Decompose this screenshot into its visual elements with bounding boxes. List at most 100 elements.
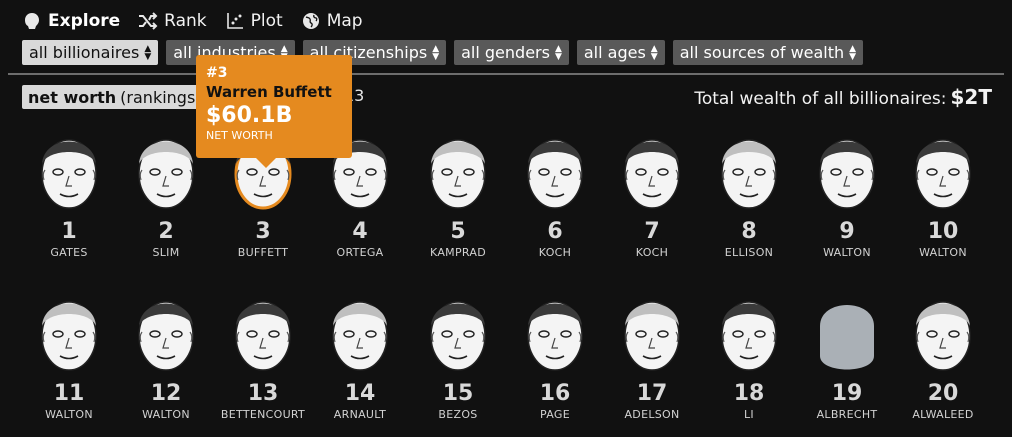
billionaire-card[interactable]: 17 ADELSON <box>604 286 700 421</box>
billionaire-card[interactable]: 14 ARNAULT <box>312 286 408 421</box>
rank-number: 3 <box>255 219 271 244</box>
nav-map[interactable]: Map <box>301 11 363 31</box>
total-value: $2T <box>950 85 992 109</box>
tooltip-value: $60.1B <box>206 103 293 128</box>
chevron-updown-icon: ▲▼ <box>144 43 152 62</box>
rank-number: 2 <box>158 219 174 244</box>
billionaire-name: GATES <box>50 246 88 259</box>
portrait-icon <box>332 301 388 371</box>
portrait-icon <box>138 139 194 209</box>
filter-sources[interactable]: all sources of wealth ▲ ▼ <box>672 40 864 65</box>
billionaire-card[interactable]: 19 ALBRECHT <box>799 286 895 421</box>
billionaire-name: ADELSON <box>624 408 680 421</box>
tooltip-label: NET WORTH <box>206 129 273 142</box>
billionaire-name: SLIM <box>152 246 180 259</box>
filter-ages[interactable]: all ages ▲ ▼ <box>576 40 665 65</box>
billionaire-name: LI <box>744 408 754 421</box>
portrait-icon <box>915 139 971 209</box>
billionaire-name: ALWALEED <box>912 408 974 421</box>
portrait-icon <box>41 139 97 209</box>
nav-explore[interactable]: Explore <box>22 11 120 31</box>
billionaire-card[interactable]: 1 GATES <box>21 124 117 259</box>
billionaire-card[interactable]: 13 BETTENCOURT <box>215 286 311 421</box>
filter-billionaires[interactable]: all billionaires ▲ ▼ <box>22 40 159 65</box>
portrait-icon <box>721 301 777 371</box>
portrait-icon <box>527 301 583 371</box>
billionaire-card[interactable]: 15 BEZOS <box>410 286 506 421</box>
top-nav: Explore Rank Plot Map <box>22 8 381 34</box>
billionaire-card[interactable]: 8 ELLISON <box>701 124 797 259</box>
rank-number: 18 <box>733 381 765 406</box>
sort-select[interactable]: net worth (rankings) <box>22 85 208 109</box>
nav-explore-label: Explore <box>48 11 121 31</box>
chevron-updown-icon: ▲▼ <box>849 43 857 62</box>
divider <box>8 73 1004 75</box>
rank-number: 8 <box>741 219 757 244</box>
billionaire-card[interactable]: 10 WALTON <box>895 124 991 259</box>
nav-plot-label: Plot <box>250 11 283 31</box>
billionaire-name: PAGE <box>540 408 570 421</box>
billionaire-name: ORTEGA <box>336 246 384 259</box>
nav-rank[interactable]: Rank <box>138 11 207 31</box>
chevron-updown-icon: ▲▼ <box>554 43 562 62</box>
rank-number: 4 <box>352 219 368 244</box>
explore-icon <box>22 11 42 31</box>
billionaire-card[interactable]: 18 LI <box>701 286 797 421</box>
total-wealth: Total wealth of all billionaires: $2T <box>694 85 992 109</box>
rank-number: 15 <box>442 381 474 406</box>
billionaire-card[interactable]: 16 PAGE <box>507 286 603 421</box>
portrait-icon <box>721 139 777 209</box>
rank-number: 9 <box>839 219 855 244</box>
portrait-icon <box>624 301 680 371</box>
billionaire-card[interactable]: 5 KAMPRAD <box>410 124 506 259</box>
billionaire-name: WALTON <box>823 246 871 259</box>
portrait-icon <box>527 139 583 209</box>
sort-bold-label: net worth <box>28 87 117 107</box>
billionaire-name: ELLISON <box>724 246 774 259</box>
tooltip: #3 Warren Buffett $60.1B NET WORTH <box>196 55 352 168</box>
rank-number: 11 <box>53 381 85 406</box>
rank-number: 14 <box>344 381 376 406</box>
tooltip-rank: #3 <box>206 65 228 81</box>
billionaire-card[interactable]: 2 SLIM <box>118 124 214 259</box>
billionaire-card[interactable]: 12 WALTON <box>118 286 214 421</box>
rank-number: 20 <box>927 381 959 406</box>
shuffle-icon <box>138 11 158 31</box>
portrait-icon <box>430 301 486 371</box>
rank-number: 7 <box>644 219 660 244</box>
rank-number: 1 <box>61 219 77 244</box>
portrait-icon <box>915 301 971 371</box>
scatter-icon <box>225 11 245 31</box>
portrait-icon <box>430 139 486 209</box>
portrait-icon <box>624 139 680 209</box>
chevron-updown-icon: ▲▼ <box>650 43 658 62</box>
billionaire-name: KAMPRAD <box>430 246 486 259</box>
billionaire-name: KOCH <box>538 246 572 259</box>
portrait-icon <box>820 305 874 370</box>
billionaire-card[interactable]: 20 ALWALEED <box>895 286 991 421</box>
filter-genders[interactable]: all genders ▲ ▼ <box>454 40 569 65</box>
billionaire-name: BETTENCOURT <box>220 408 306 421</box>
billionaire-card[interactable]: 11 WALTON <box>21 286 117 421</box>
billionaire-name: BUFFETT <box>237 246 289 259</box>
rank-number: 10 <box>927 219 959 244</box>
rank-number: 16 <box>539 381 571 406</box>
portrait-icon <box>138 301 194 371</box>
billionaire-name: KOCH <box>635 246 669 259</box>
total-label: Total wealth of all billionaires: <box>694 89 947 109</box>
globe-icon <box>301 11 321 31</box>
billionaire-card[interactable]: 9 WALTON <box>799 124 895 259</box>
billionaire-name: WALTON <box>142 408 190 421</box>
nav-plot[interactable]: Plot <box>225 11 283 31</box>
rank-number: 12 <box>150 381 182 406</box>
nav-rank-label: Rank <box>164 11 207 31</box>
rank-number: 5 <box>450 219 466 244</box>
billionaire-name: ARNAULT <box>333 408 387 421</box>
nav-map-label: Map <box>326 11 363 31</box>
portrait-icon <box>41 301 97 371</box>
billionaire-card[interactable]: 7 KOCH <box>604 124 700 259</box>
rank-number: 13 <box>247 381 279 406</box>
billionaire-card[interactable]: 6 KOCH <box>507 124 603 259</box>
billionaire-name: ALBRECHT <box>816 408 878 421</box>
portrait-icon <box>819 139 875 209</box>
